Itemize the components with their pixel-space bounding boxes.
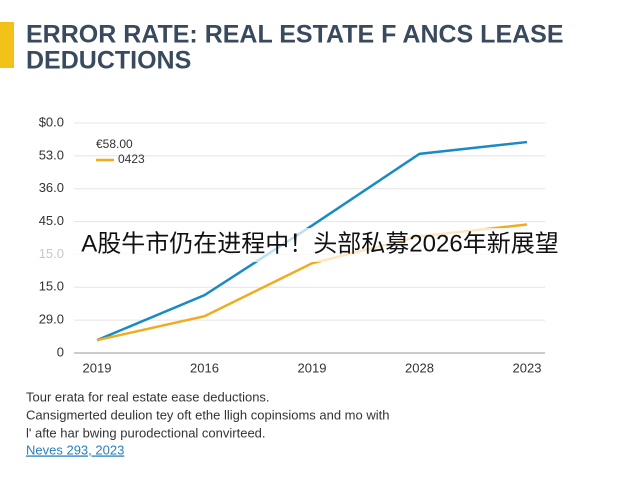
source-link[interactable]: Neves 293, 2023 (26, 442, 124, 457)
x-tick-label: 2023 (513, 360, 542, 375)
legend-label: €58.00 (96, 137, 133, 151)
legend-label: 0423 (118, 152, 145, 166)
y-tick-label: $0.0 (39, 114, 64, 129)
x-tick-label: 2016 (190, 360, 219, 375)
y-tick-label: 0 (57, 344, 64, 359)
logo (0, 22, 14, 68)
series-line (96, 140, 528, 342)
note: l' afte har bwing purodectional convirte… (26, 425, 266, 440)
x-tick-label: 2028 (405, 360, 434, 375)
chart-title: ERROR RATE: REAL ESTATE F ANCS LEASE (26, 21, 564, 49)
y-tick-label: 45.0 (39, 213, 64, 228)
note: Cansigmerted deulion tey oft ethe lligh … (26, 407, 389, 422)
note: Tour erata for real estate ease deductio… (26, 389, 270, 404)
x-tick-label: 2019 (298, 360, 327, 375)
overlay-banner (0, 228, 640, 262)
overlay-text: A股牛市仍在进程中！头部私募2026年新展望 (81, 230, 558, 257)
x-tick-label: 2019 (83, 360, 112, 375)
y-tick-label: 29.0 (39, 312, 64, 327)
y-tick-label: 36.0 (39, 180, 64, 195)
chart-title: DEDUCTIONS (26, 47, 191, 75)
y-tick-label: 53.0 (39, 147, 64, 162)
y-tick-label: 15.0 (39, 279, 64, 294)
